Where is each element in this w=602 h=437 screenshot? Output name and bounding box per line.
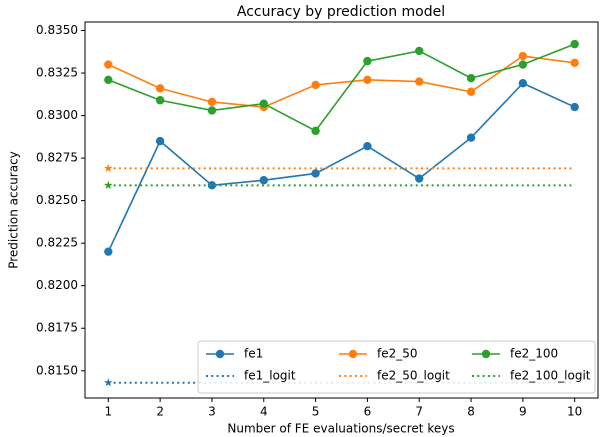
- y-axis-label: Prediction accuracy: [7, 151, 21, 269]
- point: [570, 39, 579, 49]
- point: [104, 60, 113, 69]
- point: [104, 180, 113, 189]
- y-tick-label: 0.8150: [36, 363, 78, 377]
- point: [518, 79, 528, 88]
- point: [570, 102, 579, 112]
- legend-label: fe2_100: [510, 347, 558, 361]
- series-line: [108, 43, 575, 132]
- x-axis-label: Number of FE evaluations/secret keys: [227, 422, 454, 436]
- point: [259, 176, 268, 185]
- x-tick-label: 4: [260, 405, 268, 419]
- point: [518, 60, 528, 69]
- point: [155, 136, 165, 146]
- y-tick-label: 0.8200: [36, 278, 78, 292]
- point: [518, 51, 528, 61]
- y-tick-label: 0.8325: [36, 66, 78, 80]
- y-tick-label: 0.8250: [36, 193, 78, 207]
- y-tick-label: 0.8175: [36, 321, 78, 335]
- x-tick-label: 1: [104, 405, 112, 419]
- point: [466, 133, 476, 142]
- point: [259, 99, 268, 108]
- point: [466, 87, 476, 96]
- point: [155, 96, 165, 105]
- point: [311, 126, 320, 136]
- x-tick-label: 6: [364, 405, 372, 419]
- point: [363, 56, 372, 66]
- point: [466, 73, 476, 83]
- x-tick-label: 7: [415, 405, 423, 419]
- point: [104, 247, 113, 256]
- point: [104, 378, 113, 387]
- point: [104, 75, 113, 85]
- x-tick-label: 8: [467, 405, 475, 419]
- y-tick-label: 0.8300: [36, 108, 78, 122]
- point: [207, 181, 217, 190]
- legend-label: fe2_50_logit: [377, 369, 450, 383]
- point: [311, 169, 320, 178]
- chart-title: Accuracy by prediction model: [237, 4, 445, 20]
- x-tick-label: 9: [519, 405, 527, 419]
- point: [415, 174, 424, 183]
- plot-frame: [84, 21, 599, 399]
- legend-marker: [481, 349, 491, 359]
- y-tick-label: 0.8225: [36, 236, 78, 250]
- x-tick-label: 5: [312, 405, 320, 419]
- legend-label: fe2_50: [377, 347, 418, 361]
- x-tick-label: 3: [208, 405, 216, 419]
- legend-label: fe1: [244, 347, 263, 361]
- point: [104, 163, 113, 172]
- legend-label: fe2_100_logit: [510, 369, 591, 383]
- y-tick-label: 0.8350: [36, 23, 78, 37]
- legend: fe1 fe1_logit fe2_50 fe2_50_logit fe2_100 fe2…: [197, 340, 596, 394]
- point: [207, 106, 217, 115]
- y-tick-label: 0.8275: [36, 151, 78, 165]
- point: [415, 77, 424, 86]
- x-tick-label: 2: [156, 405, 164, 419]
- point: [363, 75, 372, 85]
- series-line: [107, 82, 576, 253]
- point: [311, 80, 320, 90]
- point: [363, 141, 372, 151]
- legend-marker: [215, 349, 225, 359]
- point: [155, 84, 165, 93]
- series-line: [107, 55, 575, 108]
- x-tick-label: 10: [567, 405, 582, 419]
- point: [570, 58, 579, 68]
- legend-marker: [348, 349, 358, 359]
- point: [415, 46, 424, 56]
- point: [207, 97, 217, 107]
- legend-label: fe1_logit: [244, 369, 296, 383]
